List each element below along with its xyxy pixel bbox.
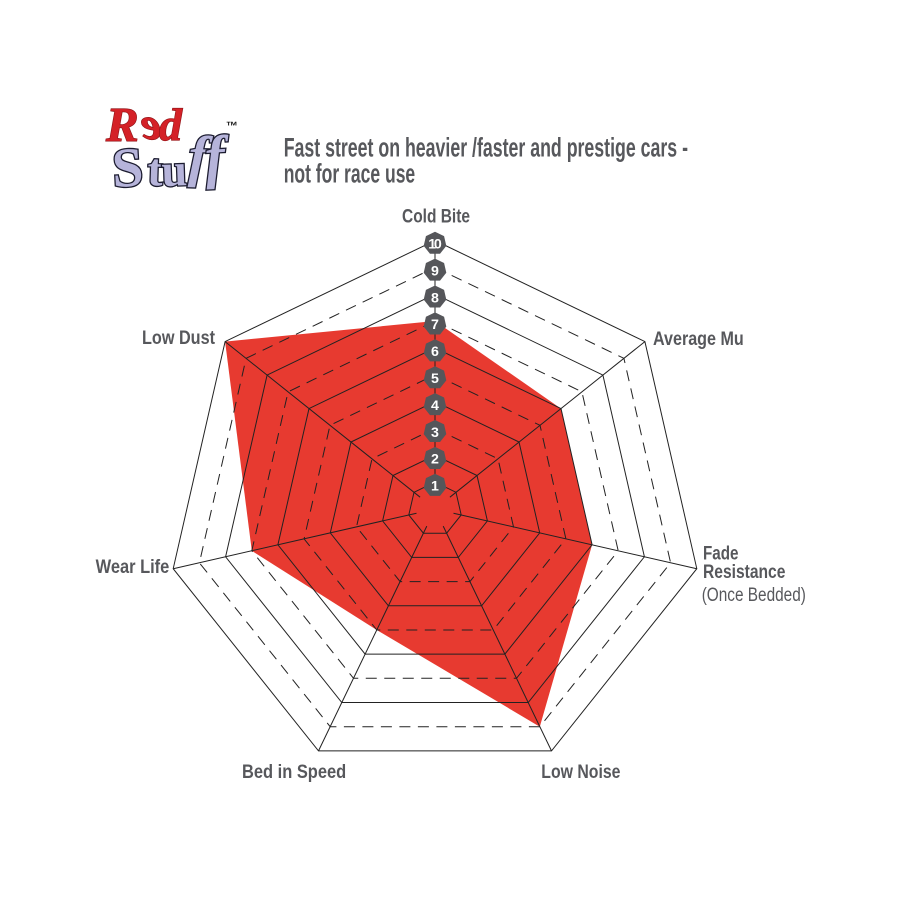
svg-text:Wear Life: Wear Life [96,556,170,578]
svg-text:5: 5 [431,371,439,387]
svg-text:10: 10 [428,237,442,253]
svg-text:9: 9 [431,263,439,279]
svg-text:7: 7 [431,317,439,333]
svg-text:(Once Bedded): (Once Bedded) [702,584,806,606]
svg-text:Bed in Speed: Bed in Speed [242,761,346,783]
svg-text:Low Dust: Low Dust [142,327,215,349]
svg-text:d: d [159,99,183,150]
svg-text:3: 3 [431,425,439,441]
svg-text:2: 2 [431,452,439,468]
svg-text:Fade: Fade [703,543,739,565]
svg-text:S: S [110,136,144,200]
svg-text:u: u [161,144,188,196]
svg-text:e: e [141,98,161,149]
svg-text:t: t [147,144,165,196]
svg-text:™: ™ [226,119,238,133]
svg-text:Cold Bite: Cold Bite [402,205,470,227]
svg-text:Fast street on heavier /faster: Fast street on heavier /faster and prest… [284,133,688,163]
svg-text:Average Mu: Average Mu [653,328,744,350]
svg-text:Low Noise: Low Noise [541,761,620,783]
svg-text:4: 4 [431,398,439,414]
svg-text:8: 8 [431,290,439,306]
svg-text:not for race use: not for race use [284,159,416,189]
svg-text:6: 6 [431,344,439,360]
svg-text:1: 1 [431,479,439,495]
svg-text:R: R [105,97,139,152]
svg-text:Resistance: Resistance [703,561,786,583]
